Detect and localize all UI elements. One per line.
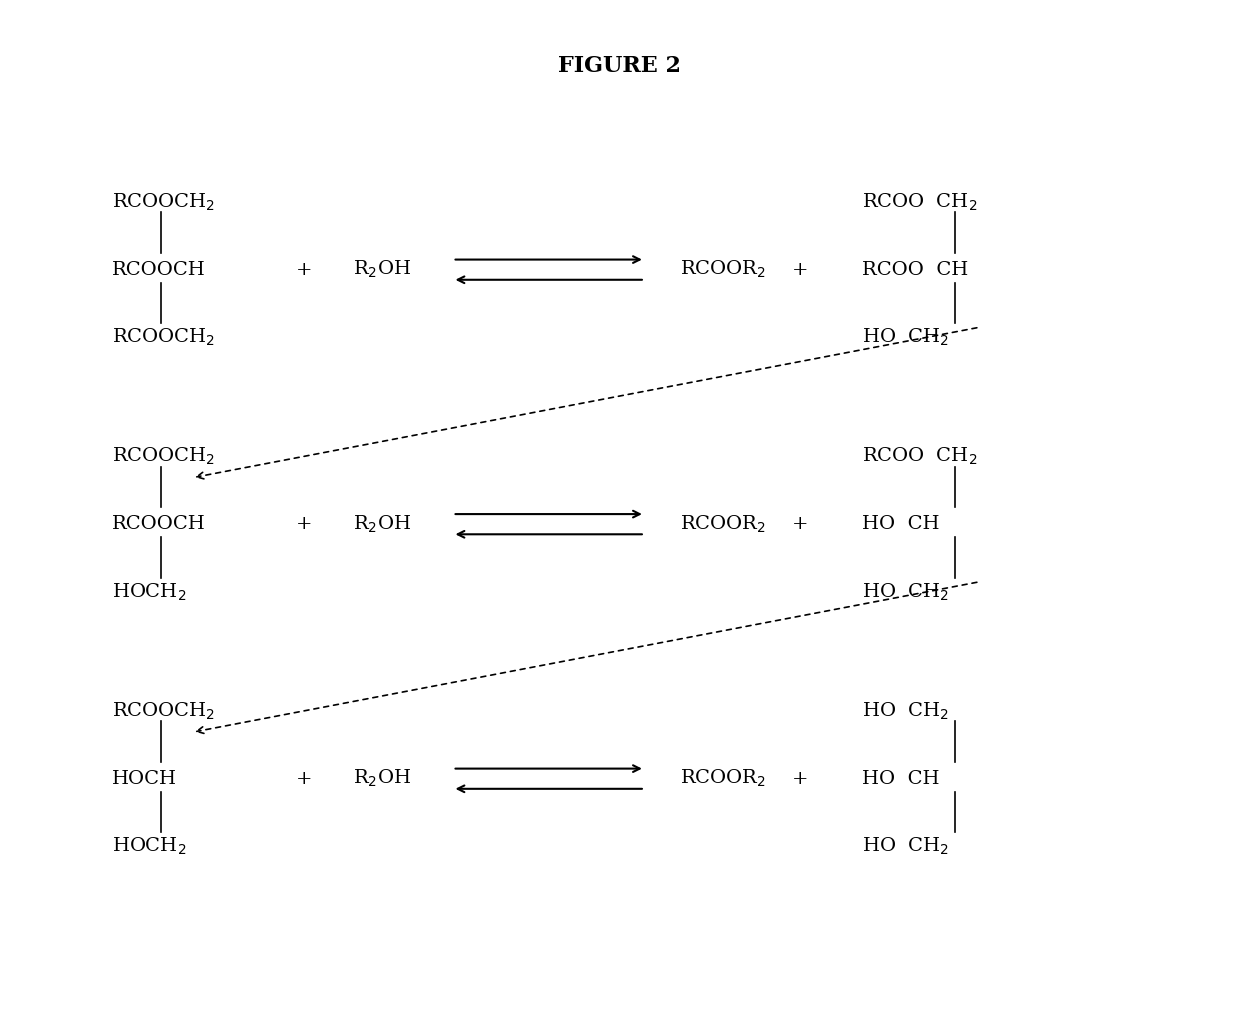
Text: HO  CH$_2$: HO CH$_2$	[862, 581, 949, 603]
Text: RCOOR$_2$: RCOOR$_2$	[680, 259, 765, 281]
Text: HO  CH: HO CH	[862, 515, 940, 533]
Text: HO  CH$_2$: HO CH$_2$	[862, 326, 949, 348]
Text: RCOO  CH$_2$: RCOO CH$_2$	[862, 191, 977, 213]
Text: RCOOCH$_2$: RCOOCH$_2$	[112, 191, 215, 213]
Text: RCOOR$_2$: RCOOR$_2$	[680, 513, 765, 535]
Text: HO  CH$_2$: HO CH$_2$	[862, 700, 949, 722]
Text: RCOO  CH: RCOO CH	[862, 261, 968, 279]
Text: R$_2$OH: R$_2$OH	[353, 768, 412, 790]
Text: +: +	[295, 515, 312, 533]
Text: RCOOCH: RCOOCH	[112, 515, 206, 533]
Text: R$_2$OH: R$_2$OH	[353, 259, 412, 281]
Text: +: +	[791, 261, 808, 279]
Text: RCOOR$_2$: RCOOR$_2$	[680, 768, 765, 790]
Text: +: +	[791, 515, 808, 533]
Text: HOCH$_2$: HOCH$_2$	[112, 581, 186, 603]
Text: +: +	[295, 261, 312, 279]
Text: FIGURE 2: FIGURE 2	[558, 55, 682, 77]
Text: +: +	[791, 770, 808, 788]
Text: RCOO  CH$_2$: RCOO CH$_2$	[862, 445, 977, 468]
Text: HO  CH$_2$: HO CH$_2$	[862, 835, 949, 857]
Text: HOCH: HOCH	[112, 770, 176, 788]
Text: R$_2$OH: R$_2$OH	[353, 513, 412, 535]
Text: HOCH$_2$: HOCH$_2$	[112, 835, 186, 857]
Text: RCOOCH$_2$: RCOOCH$_2$	[112, 326, 215, 348]
Text: HO  CH: HO CH	[862, 770, 940, 788]
Text: RCOOCH$_2$: RCOOCH$_2$	[112, 445, 215, 468]
Text: RCOOCH$_2$: RCOOCH$_2$	[112, 700, 215, 722]
Text: RCOOCH: RCOOCH	[112, 261, 206, 279]
Text: +: +	[295, 770, 312, 788]
